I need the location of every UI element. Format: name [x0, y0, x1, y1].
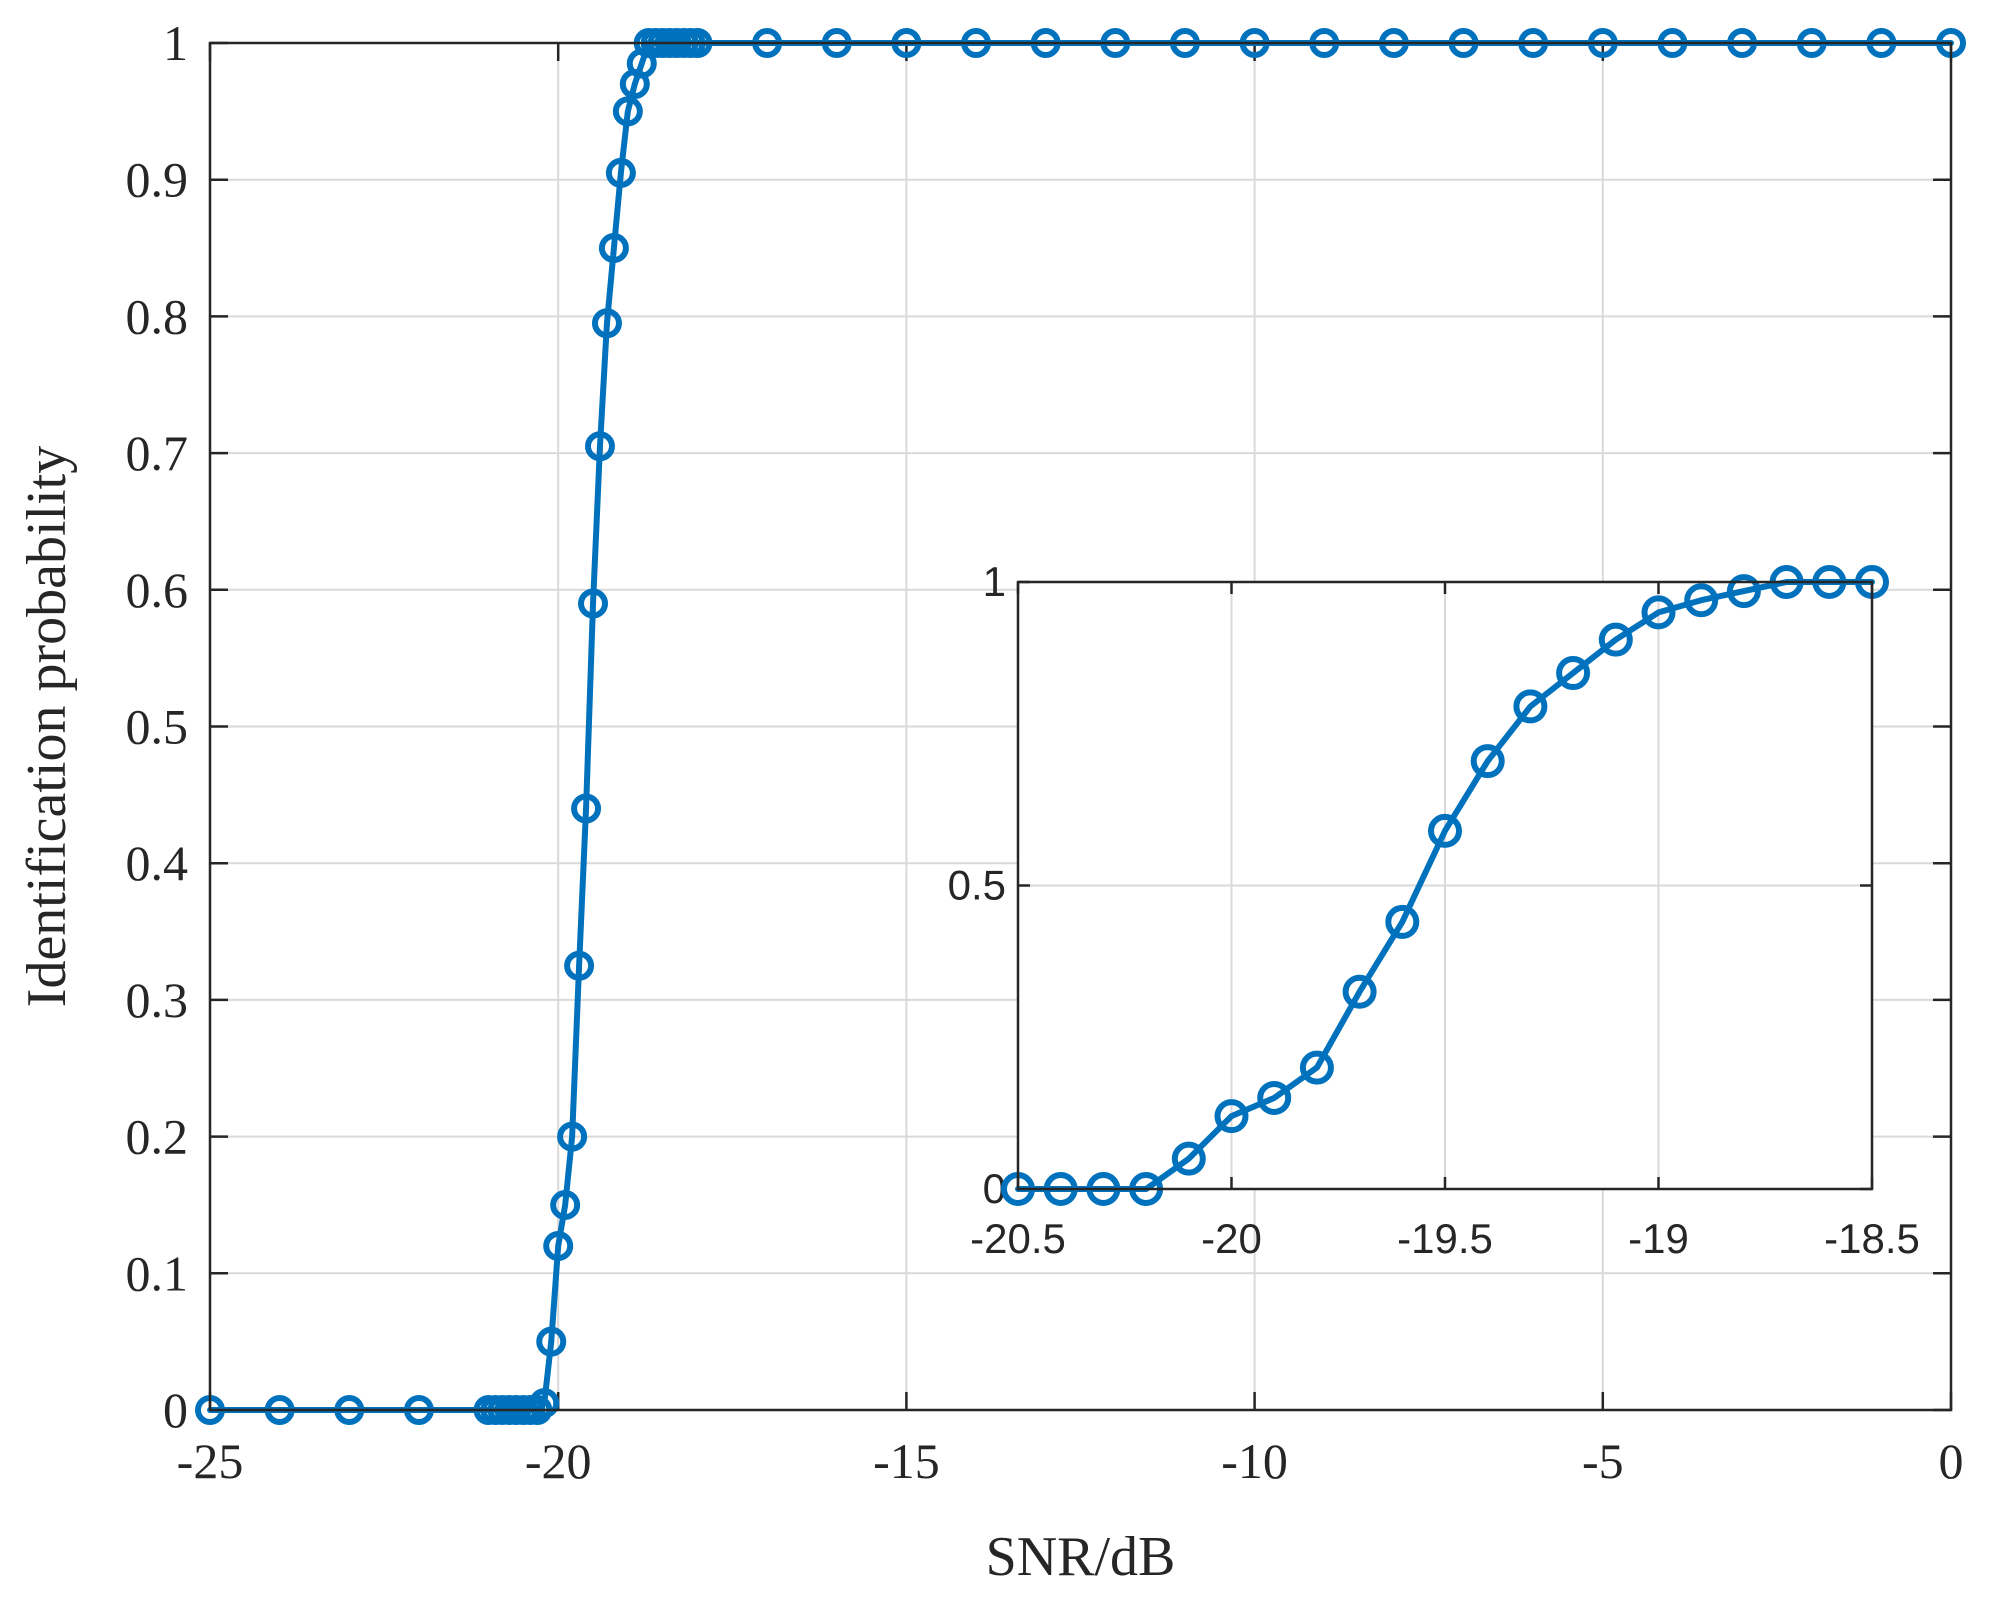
main-data-point: [598, 233, 629, 264]
inset-data-point: [1257, 1080, 1292, 1115]
main-x-tick-label: -10: [1221, 1433, 1288, 1489]
inset-y-tick-label: 1: [983, 558, 1006, 605]
main-data-point: [605, 157, 636, 188]
inset-data-point: [1342, 974, 1377, 1009]
inset-plot: -20.5 -20 -19.5 -19 -18.5 0 0.5 1: [948, 558, 1920, 1262]
main-y-axis-label: Identification probability: [16, 446, 78, 1007]
inset-data-point: [1171, 1141, 1206, 1176]
main-y-tick-label: 0.8: [126, 288, 189, 344]
main-data-point: [550, 1189, 581, 1220]
main-y-tick-label: 0.5: [126, 699, 189, 755]
inset-data-point: [1641, 595, 1676, 630]
main-data-point: [536, 1326, 567, 1357]
inset-x-tick-label: -19.5: [1397, 1215, 1493, 1262]
main-y-tick-label: 0.1: [126, 1245, 189, 1301]
main-y-tick-label: 1: [163, 15, 188, 71]
inset-data-point: [1428, 813, 1462, 848]
main-y-tick-label: 0.2: [126, 1109, 189, 1165]
inset-data-point: [1214, 1099, 1249, 1134]
inset-data-point: [1385, 904, 1420, 939]
inset-data-point: [1470, 744, 1505, 779]
main-axes-frame: [208, 41, 1953, 1412]
main-y-tick-label: 0.9: [126, 152, 189, 208]
inset-x-tick-label: -20: [1201, 1215, 1262, 1262]
main-y-tick-label: 0.6: [126, 562, 189, 618]
inset-x-tick-label: -18.5: [1824, 1215, 1920, 1262]
main-x-tick-label: -20: [525, 1433, 592, 1489]
inset-data-point: [1684, 583, 1719, 618]
main-data-point: [612, 96, 643, 127]
main-x-tick-label: -5: [1582, 1433, 1624, 1489]
main-data-point: [564, 950, 595, 981]
inset-y-tick-label: 0.5: [948, 862, 1006, 909]
main-data-point: [529, 1388, 560, 1419]
main-data-point: [543, 1230, 574, 1261]
main-data-point: [584, 431, 615, 462]
inset-data-point: [1598, 622, 1633, 657]
inset-data-point: [1556, 656, 1591, 691]
main-data-point: [578, 588, 609, 619]
main-x-tick-label: -15: [873, 1433, 940, 1489]
main-data-point: [571, 793, 602, 824]
main-y-tick-label: 0: [163, 1382, 188, 1438]
inset-data-point: [1299, 1050, 1334, 1085]
main-x-axis-label: SNR/dB: [986, 1526, 1176, 1588]
main-y-tick-label: 0.7: [126, 425, 189, 481]
main-y-tick-label: 0.4: [126, 835, 189, 891]
main-x-tick-label: -25: [177, 1433, 244, 1489]
inset-y-tick-label: 0: [983, 1165, 1006, 1212]
inset-data-point: [1513, 689, 1548, 724]
main-y-tick-label: 0.3: [126, 972, 189, 1028]
inset-x-tick-label: -20.5: [970, 1215, 1066, 1262]
main-data-point: [557, 1121, 588, 1152]
main-x-tick-label: 0: [1939, 1433, 1964, 1489]
inset-data-point: [1726, 574, 1761, 609]
inset-axes-frame: [1016, 580, 1874, 1191]
inset-x-tick-label: -19: [1628, 1215, 1689, 1262]
main-data-point: [591, 308, 622, 339]
